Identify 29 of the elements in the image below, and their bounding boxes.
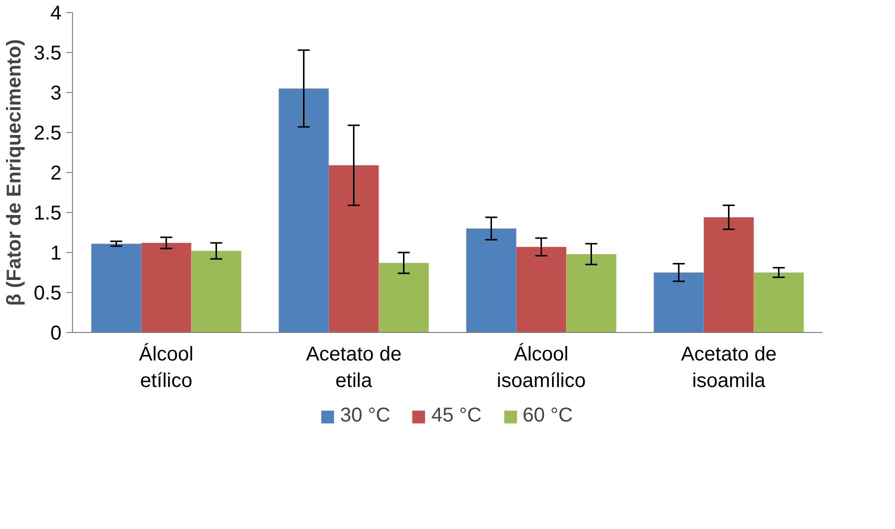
y-tick-label: 1.5	[34, 202, 62, 224]
y-tick-label: 2	[50, 162, 62, 184]
y-tick-label: 4	[50, 2, 62, 24]
y-axis-title: β (Fator de Enriquecimento)	[4, 39, 26, 306]
legend-label: 60 °C	[522, 404, 573, 428]
x-tick-label: Álcool isoamílico	[496, 342, 586, 392]
y-tick-label: 1	[50, 242, 62, 264]
y-tick-label: 0.5	[34, 282, 62, 304]
bar	[654, 272, 704, 332]
x-tick-label: Acetato de etila	[306, 344, 402, 392]
y-tick-label: 0	[50, 322, 62, 344]
y-tick-label: 3.5	[34, 42, 62, 64]
bar	[378, 262, 429, 332]
bar	[278, 88, 329, 332]
bar	[566, 254, 616, 332]
y-tick-label: 2.5	[34, 122, 62, 144]
bar	[704, 217, 754, 332]
legend-label: 30 °C	[340, 404, 390, 428]
bar	[91, 244, 142, 332]
bar	[466, 228, 516, 332]
bar	[754, 272, 804, 332]
bar	[328, 165, 379, 332]
y-tick-label: 3	[50, 82, 62, 104]
bar	[191, 250, 242, 332]
x-tick-label: Acetato de isoamila	[680, 344, 777, 392]
x-tick-label: Álcool etílico	[139, 342, 194, 392]
legend-label: 45 °C	[431, 404, 482, 428]
bar	[516, 246, 566, 332]
bar	[141, 242, 192, 332]
